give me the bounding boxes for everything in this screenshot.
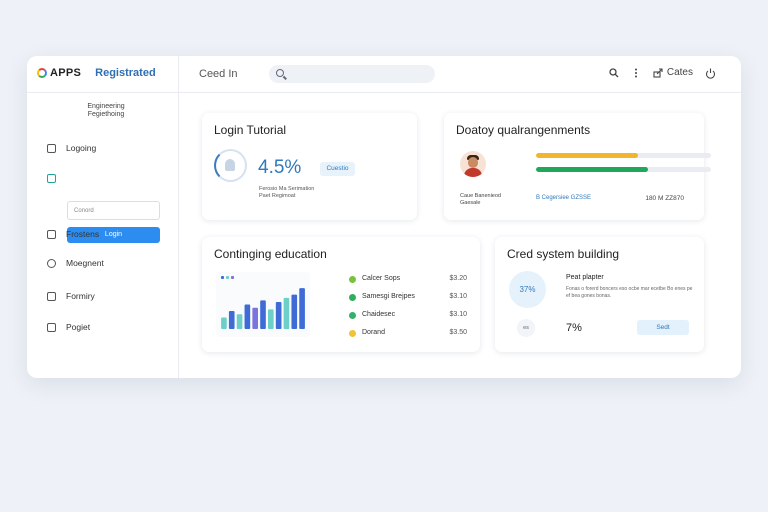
chart-bar bbox=[291, 294, 298, 329]
quality-card: Doatoy qualrangenments Caue Banenieod Ga… bbox=[444, 113, 711, 220]
sidebar-divider bbox=[178, 56, 179, 378]
search-input[interactable] bbox=[269, 65, 435, 83]
item-name: Chaidesec bbox=[362, 311, 396, 318]
sidebar-item-label: Frostens bbox=[66, 229, 100, 239]
meta-right: 180 M ZZ870 bbox=[645, 195, 684, 202]
card-title: Continging education bbox=[214, 247, 327, 261]
small-badge: es bbox=[517, 319, 535, 337]
login-tutorial-card: Login Tutorial 4.5% Cuestio Ferosio Ma S… bbox=[202, 113, 417, 220]
meta-text: Gaesale bbox=[460, 200, 481, 206]
item-value: $3.10 bbox=[449, 293, 467, 300]
check-icon bbox=[349, 330, 356, 337]
sidebar-heading: Engineering Fegiethoing bbox=[87, 103, 125, 118]
percent-value: 7% bbox=[566, 322, 582, 334]
sidebar-item-label: Moegnent bbox=[66, 258, 104, 268]
education-list: Calcer Sops $3.20 Samesgi Brejpes $3.10 … bbox=[349, 275, 467, 347]
chart-bar bbox=[299, 288, 305, 329]
panel-description: Fonas o forerd boncers eso ocbe mar ecet… bbox=[566, 286, 693, 299]
progress-bar bbox=[536, 153, 711, 158]
progress-bar bbox=[536, 167, 711, 172]
sidebar-item-label: Pogiet bbox=[66, 322, 91, 332]
card-title: Cred system building bbox=[507, 247, 620, 261]
chart-bar bbox=[228, 311, 235, 329]
user-icon bbox=[47, 291, 56, 301]
cates-label: Cates bbox=[666, 67, 693, 78]
check-icon bbox=[349, 294, 356, 301]
bar-chart bbox=[216, 272, 310, 337]
sidebar: Engineering Fegiethoing Logoing Conord L… bbox=[27, 93, 178, 378]
sidebar-item-frostens[interactable]: Frostens bbox=[47, 229, 99, 239]
card-title: Login Tutorial bbox=[214, 123, 287, 137]
system-building-card: Cred system building 37% Peat plapter Fo… bbox=[495, 237, 704, 352]
item-value: $3.20 bbox=[449, 275, 467, 282]
list-item[interactable]: Dorand $3.50 bbox=[349, 329, 467, 347]
chart-bar bbox=[260, 300, 266, 329]
sidebar-item-moegnent[interactable]: Moegnent bbox=[47, 258, 104, 268]
progress-fill bbox=[536, 153, 638, 158]
top-bar: APPS Registrated Ceed In Cates bbox=[27, 56, 741, 93]
list-item[interactable]: Samesgi Brejpes $3.10 bbox=[349, 293, 467, 311]
chat-icon bbox=[47, 229, 56, 239]
cates-menu[interactable]: Cates bbox=[653, 67, 693, 78]
chart-bar bbox=[268, 309, 274, 329]
check-icon bbox=[349, 312, 356, 319]
share-icon bbox=[653, 67, 663, 78]
item-name: Calcer Sops bbox=[362, 275, 401, 282]
sidebar-item-label: Logoing bbox=[66, 143, 97, 153]
action-button[interactable]: Sedt bbox=[637, 320, 689, 335]
metric-value: 4.5% bbox=[258, 157, 302, 178]
progress-ring-icon bbox=[214, 149, 247, 182]
login-input[interactable]: Conord bbox=[67, 201, 160, 220]
item-value: $3.50 bbox=[449, 329, 467, 336]
brand-name: APPS bbox=[50, 67, 82, 79]
list-item[interactable]: Calcer Sops $3.20 bbox=[349, 275, 467, 293]
google-logo-icon bbox=[37, 68, 47, 78]
progress-fill bbox=[536, 167, 648, 172]
education-card: Continging education Calcer Sops $3.20 S… bbox=[202, 237, 480, 352]
item-value: $3.10 bbox=[449, 311, 467, 318]
percent-circle: 37% bbox=[509, 271, 546, 308]
app-window: APPS Registrated Ceed In Cates bbox=[27, 56, 741, 378]
search-icon bbox=[276, 69, 284, 77]
sidebar-item-logoing[interactable]: Logoing bbox=[47, 143, 96, 153]
chart-svg bbox=[221, 288, 305, 329]
meta-link[interactable]: B Cegersiee GZSSE bbox=[536, 195, 592, 201]
card-title: Doatoy qualrangenments bbox=[456, 123, 591, 137]
more-vertical-icon[interactable] bbox=[631, 68, 641, 78]
brand[interactable]: APPS Registrated bbox=[37, 67, 156, 79]
subtext-line: Ferosio Ma Serimation bbox=[259, 186, 315, 192]
avatar bbox=[460, 151, 486, 177]
globe-icon bbox=[47, 258, 56, 268]
item-name: Dorand bbox=[362, 329, 385, 336]
list-item[interactable]: Chaidesec $3.10 bbox=[349, 311, 467, 329]
card-subtext: Ferosio Ma Serimation Paet Regimoat bbox=[259, 186, 314, 200]
check-icon bbox=[349, 276, 356, 283]
shield-icon bbox=[47, 174, 56, 183]
sidebar-item-label: Formiry bbox=[66, 291, 95, 301]
sidebar-item-shield[interactable] bbox=[47, 174, 66, 183]
power-icon[interactable] bbox=[705, 68, 716, 79]
chart-bar bbox=[252, 307, 258, 329]
chart-bar bbox=[283, 297, 290, 329]
item-name: Samesgi Brejpes bbox=[362, 293, 415, 300]
toolbar-right: Cates bbox=[609, 67, 716, 79]
meta-text: Caue Banenieod bbox=[460, 193, 501, 199]
chart-bar bbox=[221, 317, 227, 329]
chart-bar bbox=[275, 302, 282, 329]
sidebar-item-pogiet[interactable]: Pogiet bbox=[47, 322, 90, 332]
calendar-icon bbox=[47, 143, 56, 153]
registered-label: Registrated bbox=[95, 67, 156, 79]
meta-left: Caue Banenieod Gaesale bbox=[460, 193, 501, 207]
panel-title: Peat plapter bbox=[566, 274, 604, 281]
chart-legend bbox=[221, 276, 234, 279]
login-button[interactable]: Login bbox=[67, 227, 160, 243]
question-pill[interactable]: Cuestio bbox=[320, 162, 355, 176]
sidebar-item-formiry[interactable]: Formiry bbox=[47, 291, 95, 301]
chart-bar bbox=[236, 314, 243, 329]
chart-bar bbox=[244, 304, 251, 329]
search-icon[interactable] bbox=[609, 67, 619, 78]
grid-icon bbox=[47, 322, 56, 332]
subtext-line: Paet Regimoat bbox=[259, 193, 296, 199]
signed-in-link[interactable]: Ceed In bbox=[199, 68, 238, 80]
